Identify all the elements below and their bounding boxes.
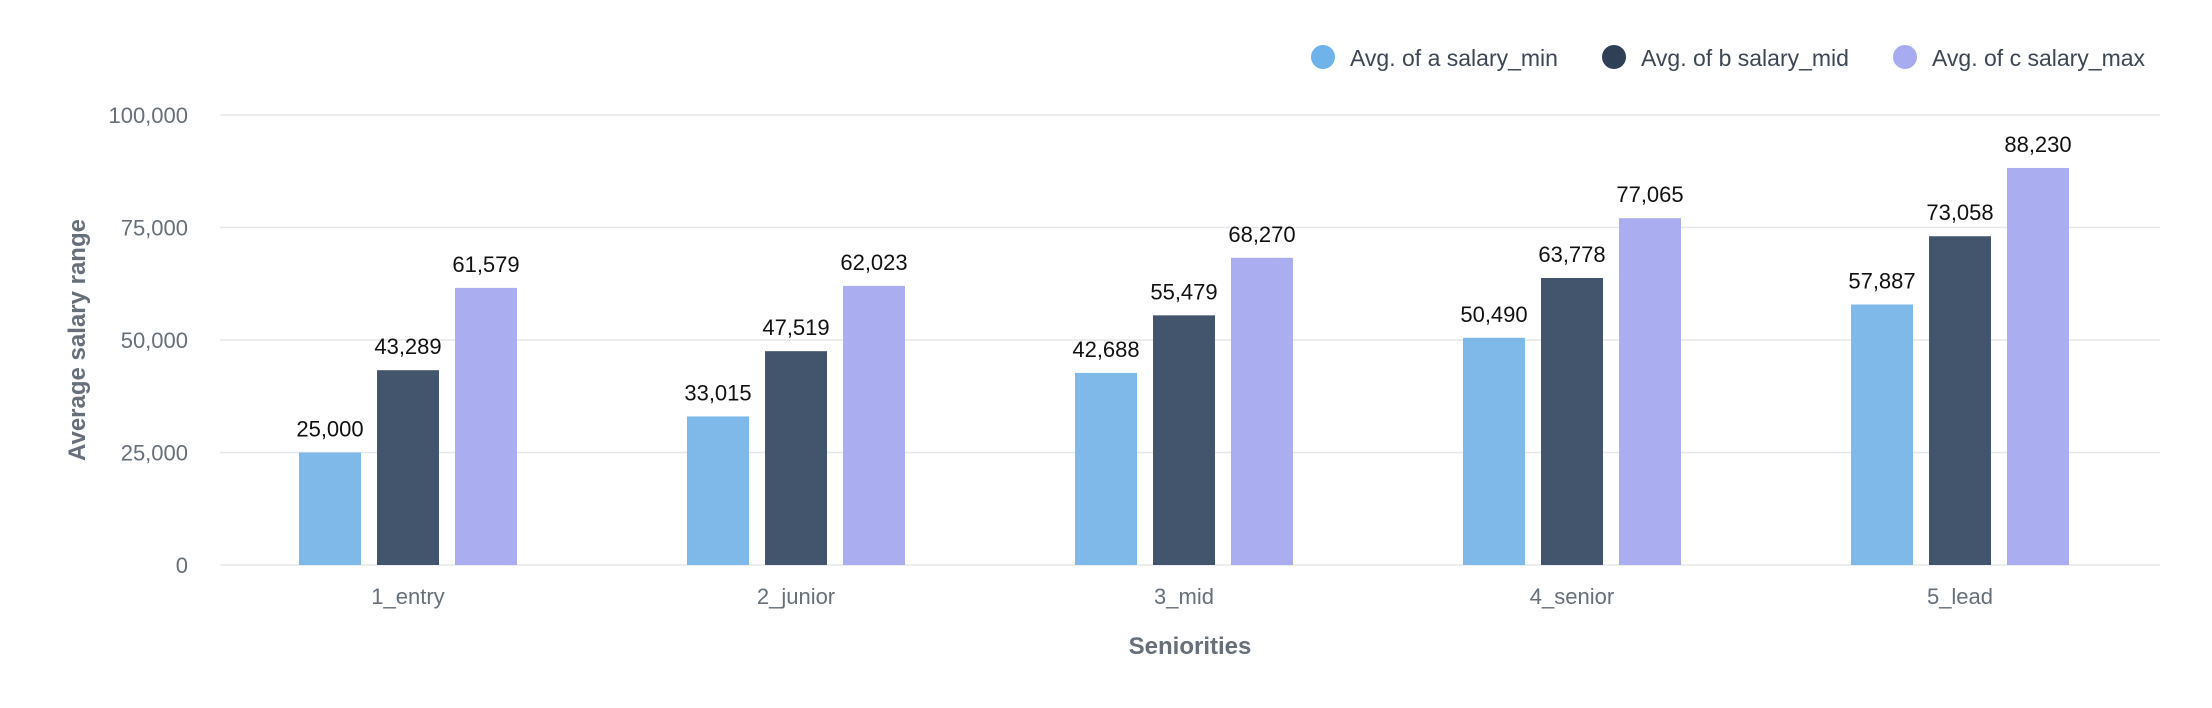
data-label-4_senior-series-1: 50,490 [1460,302,1527,327]
y-tick-label: 100,000 [108,103,188,128]
bar-4_senior-series-2 [1541,277,1603,565]
bar-5_lead-series-1 [1851,304,1913,565]
x-axis-title: Seniorities [1129,633,1252,660]
bar-2_junior-series-3 [843,285,905,565]
data-label-3_mid-series-1: 42,688 [1072,337,1139,362]
data-label-4_senior-series-3: 77,065 [1616,182,1683,207]
legend-item-1: Avg. of a salary_min [1311,45,1558,71]
legend-marker-1 [1311,45,1335,69]
y-tick-label: 25,000 [121,441,188,466]
data-label-5_lead-series-2: 73,058 [1926,200,1993,225]
y-axis-ticks: 0 25,000 50,000 75,000 100,000 [108,103,188,578]
data-label-3_mid-series-3: 68,270 [1228,222,1295,247]
bar-2_junior-series-1 [687,416,749,565]
bar-3_mid-series-3 [1231,257,1293,565]
data-label-4_senior-series-2: 63,778 [1538,242,1605,267]
x-tick-label: 5_lead [1927,584,1993,609]
data-label-3_mid-series-2: 55,479 [1150,279,1217,304]
x-tick-label: 2_junior [757,584,835,609]
legend-label-2: Avg. of b salary_mid [1641,45,1849,71]
data-label-2_junior-series-3: 62,023 [840,250,907,275]
x-tick-label: 4_senior [1530,584,1614,609]
data-label-2_junior-series-2: 47,519 [762,315,829,340]
bar-5_lead-series-2 [1929,236,1991,565]
legend-marker-2 [1602,45,1626,69]
y-axis-title: Average salary range [64,219,91,461]
x-tick-label: 3_mid [1154,584,1214,609]
bar-5_lead-series-3 [2007,167,2069,565]
bar-3_mid-series-2 [1153,315,1215,565]
legend-marker-3 [1893,45,1917,69]
legend-label-3: Avg. of c salary_max [1932,45,2146,71]
data-labels: 25,000 43,289 61,579 33,015 47,519 62,023 42,6… [296,132,2071,442]
x-axis-ticks: 1_entry 2_junior 3_mid 4_senior 5_lead [371,584,1993,609]
y-tick-label: 50,000 [121,328,188,353]
bar-1_entry-series-3 [455,287,517,565]
bar-2_junior-series-2 [765,351,827,565]
data-label-1_entry-series-1: 25,000 [296,417,363,442]
data-label-2_junior-series-1: 33,015 [684,380,751,405]
legend: Avg. of a salary_min Avg. of b salary_mid… [1311,45,2146,71]
bar-3_mid-series-1 [1075,372,1137,565]
legend-item-3: Avg. of c salary_max [1893,45,2146,71]
legend-item-2: Avg. of b salary_mid [1602,45,1849,71]
y-tick-label: 75,000 [121,216,188,241]
bar-4_senior-series-1 [1463,337,1525,565]
legend-label-1: Avg. of a salary_min [1350,45,1558,71]
bar-1_entry-series-2 [377,370,439,565]
bar-4_senior-series-3 [1619,218,1681,565]
bars [299,167,2069,565]
data-label-5_lead-series-1: 57,887 [1848,269,1915,294]
bar-1_entry-series-1 [299,452,361,565]
x-tick-label: 1_entry [371,584,444,609]
data-label-1_entry-series-2: 43,289 [374,334,441,359]
data-label-1_entry-series-3: 61,579 [452,252,519,277]
y-tick-label: 0 [176,553,188,578]
data-label-5_lead-series-3: 88,230 [2004,132,2071,157]
